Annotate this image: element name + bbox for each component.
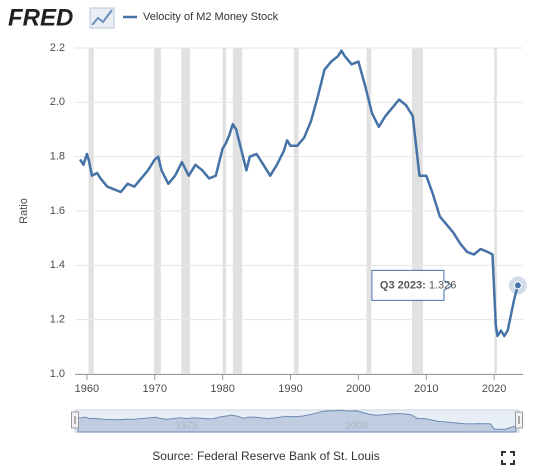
y-tick-label: 1.6 [50,205,65,217]
tooltip-label: Q3 2023: [380,279,426,291]
logo-icon [89,7,115,29]
legend-label: Velocity of M2 Money Stock [143,11,279,23]
x-tick-label: 1990 [278,383,302,395]
fullscreen-icon[interactable] [501,451,515,465]
line [79,49,520,338]
x-tick-label: 1980 [210,383,234,395]
y-tick-label: 1.0 [50,368,65,380]
y-axis-title: Ratio [18,198,30,224]
x-tick-label: 2010 [414,383,438,395]
y-tick-label: 2.0 [50,96,65,108]
y-tick-label: 1.8 [50,151,65,163]
x-tick-label: 2000 [346,383,370,395]
tooltip-value: 1.326 [429,279,457,291]
y-tick-label: 2.2 [50,42,65,54]
navigator-area [77,409,517,433]
tooltip: Q3 2023: 1.326 [380,279,456,291]
y-tick-label: 1.4 [50,259,65,271]
source: Source: Federal Reserve Bank of St. Loui… [152,449,379,463]
logo: FRED [8,4,73,31]
x-tick-label: 2020 [482,383,506,395]
hover-point [513,281,522,290]
y-tick-label: 1.2 [50,314,65,326]
tooltip-box [371,269,453,301]
x-tick-label: 1970 [143,383,167,395]
x-tick-label: 1960 [75,383,99,395]
